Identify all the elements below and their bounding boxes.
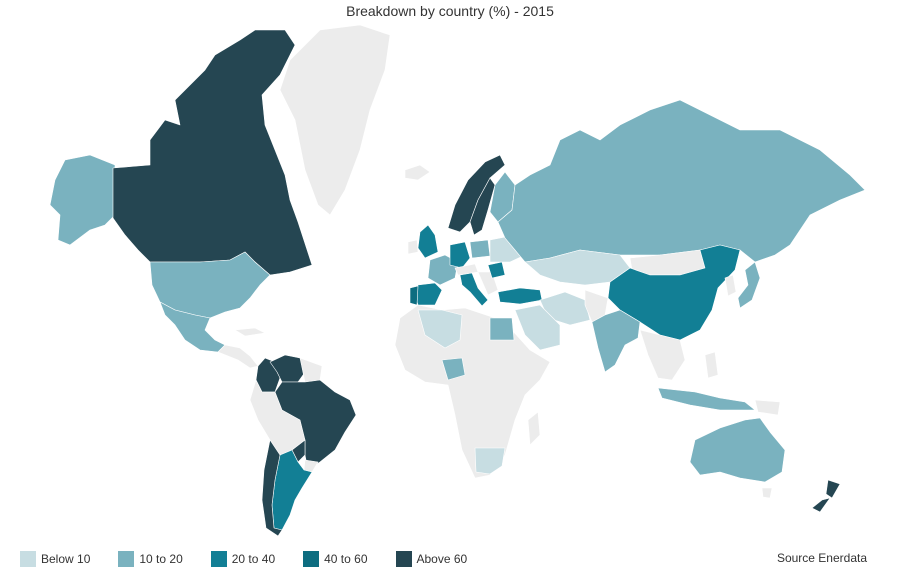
world-map: [49, 24, 866, 537]
country-papua[interactable]: [754, 399, 781, 416]
legend-item-below-10[interactable]: Below 10: [20, 551, 90, 567]
country-africa[interactable]: [394, 304, 551, 479]
country-sweden[interactable]: [469, 177, 496, 236]
country-germany[interactable]: [449, 241, 471, 269]
country-greenland[interactable]: [279, 24, 391, 216]
legend-label: 10 to 20: [139, 552, 183, 566]
legend-swatch: [303, 551, 320, 567]
country-south-africa[interactable]: [474, 447, 506, 475]
legend-item-10-to-20[interactable]: 10 to 20: [118, 551, 183, 567]
legend-label: 40 to 60: [324, 552, 368, 566]
chart-title: Breakdown by country (%) - 2015: [346, 3, 554, 19]
country-alaska[interactable]: [49, 154, 116, 246]
country-saudi-arabia[interactable]: [514, 304, 561, 351]
country-chile[interactable]: [261, 439, 283, 537]
country-new-zealand[interactable]: [811, 479, 841, 513]
country-india[interactable]: [591, 309, 641, 373]
country-norway[interactable]: [447, 154, 506, 233]
country-russia[interactable]: [497, 99, 866, 263]
country-indonesia[interactable]: [657, 387, 756, 411]
country-australia[interactable]: [689, 417, 786, 483]
legend-item-20-to-40[interactable]: 20 to 40: [210, 551, 276, 567]
country-tasmania[interactable]: [761, 487, 773, 499]
country-turkey[interactable]: [497, 287, 543, 305]
legend-swatch: [20, 551, 36, 567]
legend-item-40-to-60[interactable]: 40 to 60: [303, 551, 368, 567]
legend-swatch: [210, 551, 227, 567]
country-madagascar[interactable]: [527, 411, 541, 446]
legend-item-above-60[interactable]: Above 60: [395, 551, 468, 567]
country-poland[interactable]: [469, 239, 491, 259]
country-philippines[interactable]: [704, 351, 719, 379]
country-venezuela[interactable]: [269, 354, 309, 383]
country-guianas[interactable]: [299, 357, 323, 383]
country-italy[interactable]: [459, 272, 489, 307]
country-brazil[interactable]: [274, 379, 357, 471]
country-spain[interactable]: [414, 282, 443, 306]
country-romania[interactable]: [487, 261, 506, 279]
country-japan[interactable]: [737, 261, 761, 309]
country-uruguay[interactable]: [303, 459, 319, 473]
legend-label: Below 10: [41, 552, 91, 566]
legend-swatch: [118, 551, 135, 567]
country-canada[interactable]: [112, 29, 313, 276]
country-egypt[interactable]: [489, 317, 515, 341]
country-algeria[interactable]: [417, 309, 463, 349]
country-iceland[interactable]: [404, 164, 431, 181]
legend-swatch: [395, 551, 412, 567]
legend-label: Above 60: [416, 552, 468, 566]
country-central-america[interactable]: [217, 344, 259, 369]
legend-label: 20 to 40: [231, 552, 276, 566]
source-credit: Source Enerdata: [776, 551, 867, 565]
country-ireland[interactable]: [407, 239, 419, 255]
legend: Below 10 10 to 20 20 to 40 40 to 60 Abov…: [20, 550, 495, 568]
countries-layer: [49, 24, 866, 537]
country-nigeria[interactable]: [441, 357, 466, 381]
country-southeast-asia[interactable]: [639, 329, 686, 381]
country-korea[interactable]: [724, 274, 737, 297]
country-united-kingdom[interactable]: [417, 224, 439, 259]
country-cuba[interactable]: [234, 327, 266, 337]
country-portugal[interactable]: [409, 285, 419, 306]
